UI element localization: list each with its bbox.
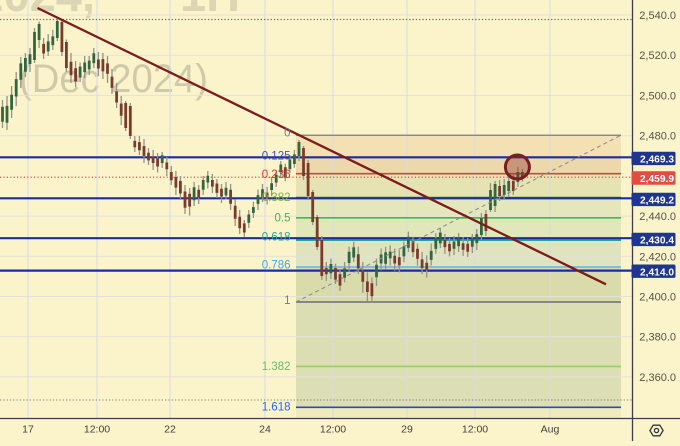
svg-text:2,449.2: 2,449.2 [640,196,674,207]
svg-text:GCZ2024,: GCZ2024, [0,0,95,21]
svg-text:2,540.0: 2,540.0 [639,10,676,22]
svg-text:24: 24 [259,424,271,436]
svg-text:17: 17 [22,424,34,436]
svg-text:12:00: 12:00 [320,424,346,436]
svg-text:Aug: Aug [541,424,560,436]
svg-text:2,400.0: 2,400.0 [639,292,676,304]
svg-text:2,420.0: 2,420.0 [639,251,676,263]
svg-text:2,440.0: 2,440.0 [639,211,676,223]
svg-text:2,360.0: 2,360.0 [639,372,676,384]
svg-text:1.618: 1.618 [262,402,291,414]
svg-text:2,430.4: 2,430.4 [640,236,674,247]
svg-text:1.382: 1.382 [262,361,291,373]
svg-text:0.618: 0.618 [262,232,291,244]
svg-text:0.382: 0.382 [262,192,291,204]
svg-text:0: 0 [284,127,290,139]
svg-text:0.5: 0.5 [275,213,291,225]
svg-text:22: 22 [164,424,176,436]
svg-text:12:00: 12:00 [84,424,110,436]
svg-text:2,380.0: 2,380.0 [639,332,676,344]
svg-text:2,414.0: 2,414.0 [640,267,674,278]
svg-text:0.125: 0.125 [262,151,291,163]
svg-text:(Dec 2024): (Dec 2024) [19,57,208,101]
svg-text:2,500.0: 2,500.0 [639,90,676,102]
svg-text:2,480.0: 2,480.0 [639,131,676,143]
svg-text:2,459.9: 2,459.9 [640,174,674,185]
svg-text:0.236: 0.236 [262,169,291,181]
svg-text:2,469.3: 2,469.3 [640,155,674,166]
svg-text:29: 29 [401,424,413,436]
svg-text:1: 1 [284,295,290,307]
svg-text:1H: 1H [180,0,240,21]
svg-text:0.786: 0.786 [262,260,291,272]
svg-text:2,520.0: 2,520.0 [639,50,676,62]
svg-text:12:00: 12:00 [462,424,488,436]
